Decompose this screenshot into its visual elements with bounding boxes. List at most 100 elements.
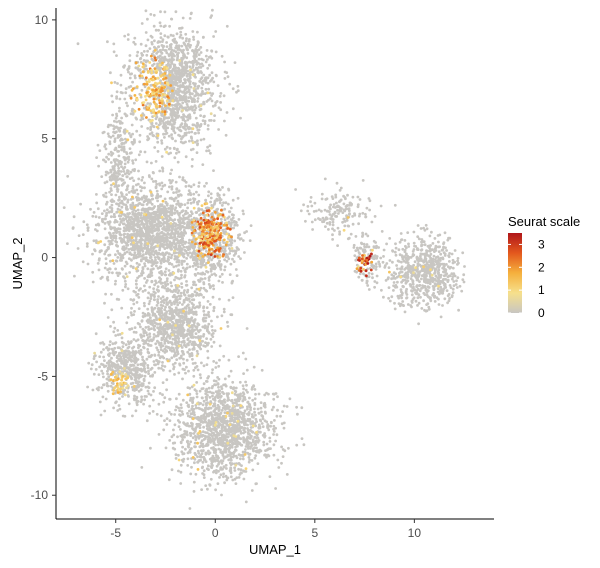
scatter-point — [183, 42, 187, 46]
scatter-point — [152, 333, 156, 336]
scatter-point — [226, 75, 230, 79]
scatter-point — [139, 334, 143, 337]
scatter-point — [176, 106, 179, 110]
scatter-point — [210, 325, 214, 328]
scatter-point — [229, 369, 233, 373]
scatter-point — [122, 130, 126, 134]
scatter-point — [204, 87, 208, 91]
scatter-point — [185, 46, 189, 50]
scatter-point — [137, 296, 141, 299]
scatter-point — [142, 339, 146, 343]
scatter-point — [127, 248, 131, 251]
scatter-point — [143, 312, 147, 316]
scatter-point — [137, 153, 141, 157]
scatter-point — [161, 38, 165, 42]
scatter-point — [145, 195, 149, 199]
scatter-point — [280, 445, 283, 449]
scatter-point — [179, 463, 183, 467]
scatter-point — [170, 17, 174, 21]
scatter-point — [170, 56, 174, 59]
scatter-point — [156, 307, 160, 311]
scatter-point — [147, 369, 150, 373]
scatter-point — [113, 326, 117, 330]
scatter-point — [112, 320, 115, 324]
scatter-point — [157, 45, 161, 48]
scatter-point — [159, 24, 163, 28]
scatter-point — [119, 134, 122, 137]
scatter-point — [138, 250, 142, 254]
scatter-point — [164, 314, 168, 318]
scatter-point — [135, 261, 139, 265]
scatter-point — [206, 127, 210, 131]
scatter-point — [97, 223, 101, 227]
scatter-point — [201, 460, 205, 464]
scatter-point — [218, 201, 222, 205]
scatter-point — [134, 351, 138, 354]
scatter-point — [206, 58, 209, 61]
scatter-point — [143, 304, 146, 308]
scatter-point — [113, 282, 117, 286]
scatter-point — [163, 147, 167, 151]
scatter-point — [187, 107, 191, 111]
scatter-point — [190, 11, 193, 15]
scatter-point — [149, 297, 153, 300]
scatter-point — [62, 206, 66, 210]
scatter-point — [206, 66, 210, 70]
scatter-point — [77, 234, 81, 238]
scatter-point — [169, 281, 173, 285]
scatter-point — [148, 412, 152, 415]
scatter-point — [149, 255, 153, 259]
scatter-point — [181, 377, 184, 381]
scatter-point — [216, 262, 220, 265]
scatter-point — [188, 348, 191, 352]
scatter-point — [115, 240, 119, 244]
scatter-point — [183, 131, 187, 135]
scatter-point — [156, 136, 159, 140]
scatter-point — [167, 134, 171, 138]
scatter-point — [103, 243, 107, 247]
scatter-point — [188, 60, 191, 64]
scatter-point — [129, 363, 132, 367]
scatter-point — [175, 148, 179, 152]
scatter-point — [149, 374, 152, 378]
scatter-point — [170, 133, 174, 137]
scatter-point — [191, 158, 194, 161]
scatter-point — [102, 342, 106, 346]
scatter-point — [195, 59, 198, 63]
scatter-point — [114, 126, 118, 129]
scatter-point — [213, 329, 217, 333]
scatter-point — [149, 293, 153, 297]
scatter-point — [191, 64, 195, 67]
scatter-point — [172, 191, 176, 195]
scatter-point — [134, 376, 138, 380]
scatter-point — [227, 257, 231, 261]
scatter-point — [110, 292, 113, 296]
scatter-point — [148, 47, 152, 50]
scatter-point — [110, 94, 114, 98]
scatter-point — [126, 160, 130, 164]
scatter-point — [189, 185, 193, 189]
scatter-point — [147, 313, 151, 317]
scatter-point — [109, 135, 113, 139]
scatter-point — [222, 354, 226, 358]
scatter-point — [162, 428, 166, 432]
scatter-point — [206, 464, 210, 468]
scatter-point — [112, 42, 116, 46]
scatter-point — [260, 368, 264, 372]
scatter-point — [126, 287, 130, 291]
scatter-point — [239, 116, 242, 120]
scatter-point — [205, 270, 208, 273]
scatter-point — [186, 69, 190, 73]
scatter-point — [188, 333, 192, 337]
scatter-point — [66, 174, 70, 178]
scatter-point — [128, 54, 132, 57]
scatter-point — [188, 300, 192, 303]
scatter-point — [176, 126, 180, 130]
scatter-point — [113, 164, 116, 168]
scatter-point — [146, 267, 150, 271]
scatter-point — [202, 382, 206, 386]
scatter-point — [170, 71, 174, 74]
scatter-point — [159, 235, 162, 238]
scatter-point — [215, 100, 219, 103]
scatter-point — [123, 128, 127, 132]
